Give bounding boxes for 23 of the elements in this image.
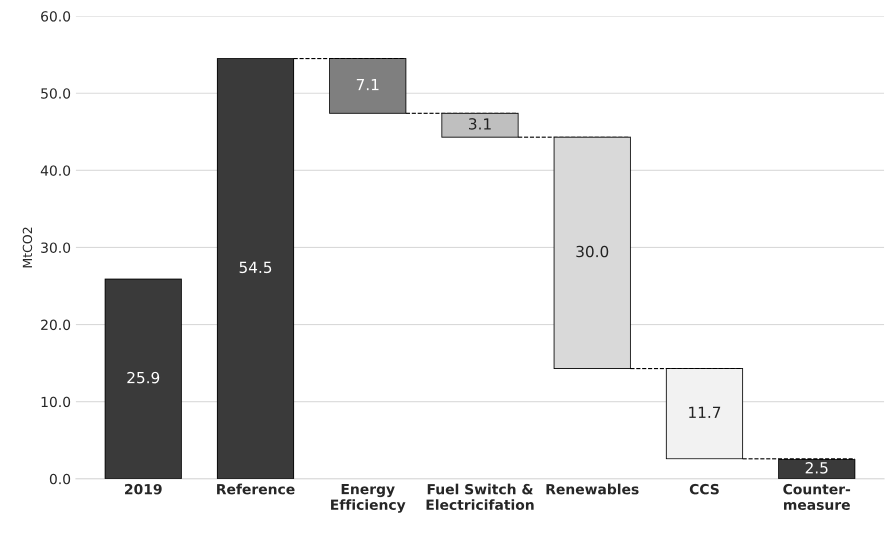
y-tick-label: 30.0: [41, 242, 70, 253]
y-tick-label: 10.0: [42, 396, 70, 408]
data-label: 3.1: [469, 118, 491, 130]
x-tick-label: CCS: [690, 484, 719, 494]
data-label: 54.5: [240, 262, 272, 274]
data-label: 30.0: [576, 246, 608, 258]
data-label: 25.9: [127, 372, 160, 384]
x-tick-label: Counter- measure: [783, 484, 850, 510]
y-tick-label: 20.0: [41, 320, 70, 330]
y-tick-label: 0.0: [50, 474, 70, 484]
x-tick-label: Energy Efficiency: [331, 484, 406, 513]
y-tick-label: 50.0: [41, 88, 70, 99]
bar: [104, 278, 182, 479]
data-label: 11.7: [689, 406, 720, 418]
y-tick-label: 40.0: [40, 165, 70, 176]
x-tick-label: 2019: [125, 484, 162, 494]
x-tick-label: Renewables: [546, 484, 639, 494]
y-tick-label: 60.0: [41, 11, 70, 22]
data-label: 7.1: [356, 79, 378, 90]
x-tick-label: Reference: [217, 484, 295, 494]
x-tick-label: Fuel Switch & Electricifation: [426, 484, 534, 510]
data-label: 2.5: [806, 462, 828, 474]
y-axis-title: MtCO2: [22, 228, 32, 268]
